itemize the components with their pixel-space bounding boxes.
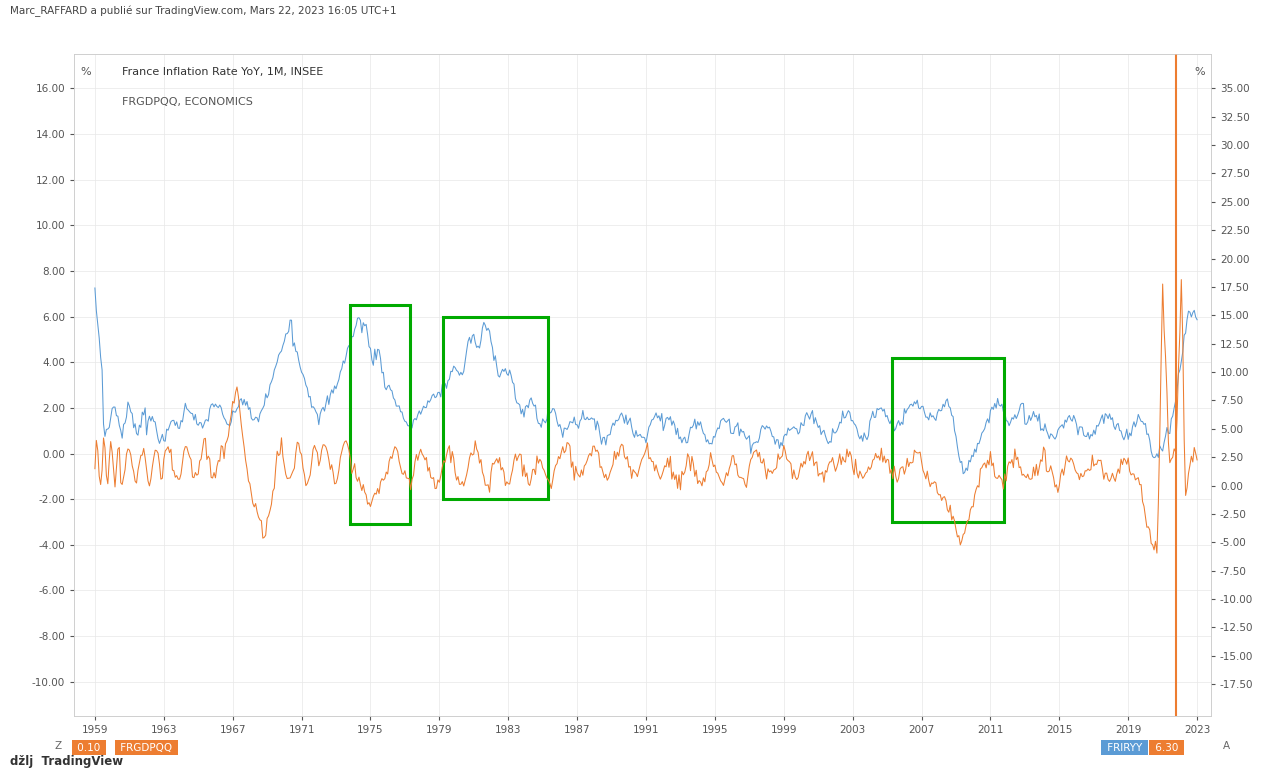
Text: FRGDPQQ, ECONOMICS: FRGDPQQ, ECONOMICS (122, 98, 253, 107)
Text: FRIRYY: FRIRYY (1105, 743, 1146, 752)
Text: %: % (79, 67, 91, 77)
Text: FRGDPQQ: FRGDPQQ (118, 743, 175, 752)
Text: A: A (1224, 741, 1230, 751)
Text: ǆǉ  TradingView: ǆǉ TradingView (10, 755, 123, 768)
Bar (349, 305, 410, 524)
Text: 0.10: 0.10 (74, 743, 104, 752)
Text: Marc_RAFFARD a publié sur TradingView.com, Mars 22, 2023 16:05 UTC+1: Marc_RAFFARD a publié sur TradingView.co… (10, 5, 397, 17)
Text: %: % (1194, 67, 1206, 77)
Text: Z: Z (55, 741, 61, 751)
Bar (443, 317, 548, 499)
Text: 6.30: 6.30 (1152, 743, 1181, 752)
Bar (892, 358, 1005, 522)
Text: France Inflation Rate YoY, 1M, INSEE: France Inflation Rate YoY, 1M, INSEE (122, 67, 324, 77)
